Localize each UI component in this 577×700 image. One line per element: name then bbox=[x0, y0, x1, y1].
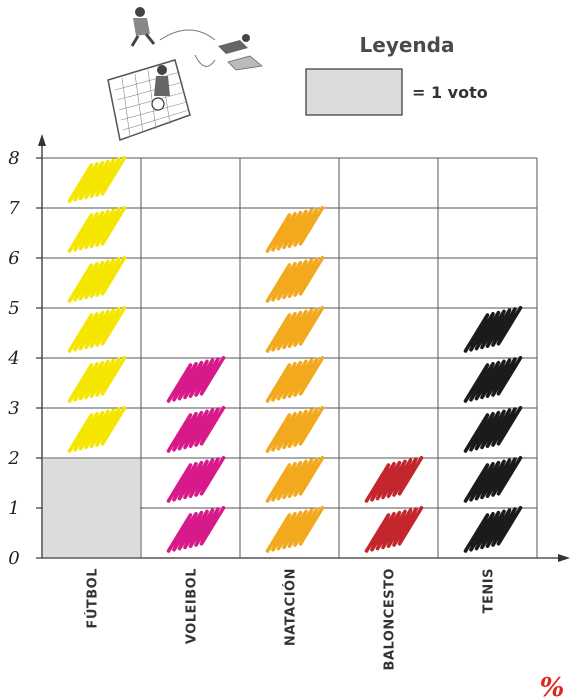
legend-swatch bbox=[305, 68, 403, 116]
vote-scribble bbox=[463, 506, 523, 553]
vote-scribble bbox=[265, 356, 325, 403]
category-label: BALONCESTO bbox=[383, 568, 398, 670]
vote-scribble bbox=[265, 256, 325, 303]
y-tick-labels: 0 1 2 3 4 5 6 7 8 bbox=[7, 148, 42, 569]
vote-scribble bbox=[463, 306, 523, 353]
y-tick-label: 4 bbox=[7, 348, 19, 369]
y-tick-label: 0 bbox=[8, 548, 19, 569]
category-label: FÚTBOL bbox=[85, 568, 101, 629]
legend-title: Leyenda bbox=[360, 33, 455, 57]
bar-base-block bbox=[43, 459, 140, 557]
category-label: VOLEIBOL bbox=[185, 568, 200, 644]
vote-scribble bbox=[67, 406, 127, 453]
y-tick-label: 6 bbox=[8, 248, 19, 269]
pictograph-marks bbox=[43, 156, 523, 557]
y-tick-label: 1 bbox=[8, 498, 19, 519]
legend-unit-label: = 1 voto bbox=[412, 83, 488, 102]
x-axis bbox=[42, 554, 570, 562]
vote-scribble bbox=[463, 456, 523, 503]
soccer-players-icon bbox=[107, 7, 263, 141]
vote-scribble bbox=[67, 256, 127, 303]
vote-scribble bbox=[364, 506, 424, 553]
y-tick-label: 7 bbox=[8, 198, 20, 219]
category-labels: FÚTBOL VOLEIBOL NATACIÓN BALONCESTO TENIS bbox=[85, 568, 497, 670]
vote-scribble bbox=[67, 156, 127, 203]
corner-mark: % bbox=[540, 673, 565, 700]
vote-scribble bbox=[463, 406, 523, 453]
vote-scribble bbox=[67, 306, 127, 353]
vote-scribble bbox=[166, 406, 226, 453]
y-tick-label: 5 bbox=[8, 298, 19, 319]
vote-scribble bbox=[265, 406, 325, 453]
vote-scribble bbox=[463, 356, 523, 403]
vote-scribble bbox=[67, 206, 127, 253]
vote-scribble bbox=[166, 356, 226, 403]
y-tick-label: 2 bbox=[7, 448, 19, 469]
category-label: NATACIÓN bbox=[283, 568, 299, 646]
vote-scribble bbox=[67, 356, 127, 403]
vote-scribble bbox=[265, 506, 325, 553]
vote-scribble bbox=[166, 506, 226, 553]
y-tick-label: 8 bbox=[8, 148, 19, 169]
vote-scribble bbox=[265, 206, 325, 253]
category-label: TENIS bbox=[482, 568, 497, 613]
vote-scribble bbox=[364, 456, 424, 503]
y-tick-label: 3 bbox=[8, 398, 19, 419]
vote-scribble bbox=[166, 456, 226, 503]
vote-scribble bbox=[265, 456, 325, 503]
vote-scribble bbox=[265, 306, 325, 353]
y-axis bbox=[38, 134, 46, 558]
